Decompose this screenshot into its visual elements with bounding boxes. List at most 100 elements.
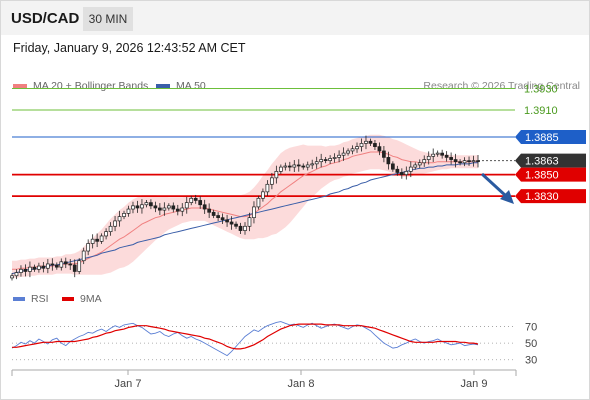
- candle: [95, 233, 99, 248]
- candle: [404, 166, 409, 180]
- candle: [45, 259, 50, 274]
- candle: [135, 200, 140, 213]
- timeframe-badge[interactable]: 30 MIN: [83, 7, 133, 31]
- candle: [166, 203, 171, 211]
- candles: [10, 135, 480, 281]
- ma50-swatch: [156, 84, 170, 88]
- candle: [449, 152, 453, 165]
- candle: [68, 259, 73, 270]
- rsi-series-9ma: [12, 323, 479, 350]
- level-label-0: 1.3930: [524, 84, 558, 96]
- candle: [247, 212, 252, 232]
- candle: [23, 264, 28, 277]
- candle: [238, 222, 243, 234]
- bollinger-band-area: [12, 134, 478, 278]
- time-tick-label: Jan 7: [115, 378, 142, 390]
- candle: [144, 200, 149, 208]
- candle: [10, 273, 14, 281]
- candle: [14, 269, 19, 280]
- symbol-title: USD/CAD: [11, 10, 80, 27]
- rsi-tick-30: 30: [525, 355, 537, 367]
- candle: [341, 147, 346, 161]
- candle: [131, 201, 135, 214]
- candle: [431, 148, 436, 163]
- candle: [207, 203, 212, 218]
- legend-rsi: RSI: [13, 293, 49, 305]
- candle: [453, 153, 458, 168]
- candle: [140, 199, 144, 214]
- candle: [229, 216, 234, 230]
- bollinger-band: [12, 134, 478, 278]
- level-label-3: 1.3863: [525, 156, 559, 168]
- candle: [287, 161, 292, 172]
- candle: [50, 258, 55, 271]
- level-tag-5: [515, 189, 586, 204]
- rsi-tick-50: 50: [525, 338, 537, 350]
- candle: [234, 221, 238, 229]
- candle: [202, 199, 207, 214]
- candle: [158, 203, 162, 216]
- candle: [117, 210, 122, 227]
- rsi-tick-70: 70: [525, 322, 537, 334]
- candle: [171, 202, 176, 213]
- candle: [368, 138, 373, 146]
- candle: [54, 262, 59, 270]
- candle: [413, 162, 418, 170]
- time-tick-label: Jan 9: [461, 378, 488, 390]
- candle: [59, 258, 64, 271]
- candle: [435, 150, 440, 157]
- time-tick-label: Jan 8: [288, 378, 315, 390]
- level-label-4: 1.3850: [525, 170, 559, 182]
- candle: [467, 156, 471, 166]
- candle: [462, 157, 467, 167]
- candle: [122, 210, 126, 220]
- candle: [305, 161, 310, 171]
- candle: [350, 145, 355, 155]
- candle: [417, 159, 422, 169]
- candle: [193, 194, 198, 204]
- candle: [386, 151, 391, 170]
- candle: [153, 201, 158, 213]
- candle: [243, 222, 247, 235]
- candle: [162, 202, 167, 216]
- candle: [328, 155, 332, 164]
- candle: [359, 138, 364, 152]
- candle: [471, 155, 476, 167]
- candle: [408, 161, 413, 178]
- candle: [458, 159, 462, 166]
- candle: [476, 154, 480, 168]
- candle: [301, 163, 306, 170]
- rsi-swatch: [13, 297, 25, 301]
- forecast-arrow-head: [500, 190, 514, 204]
- candle: [126, 205, 131, 217]
- rsi-panel: 70 50 30: [11, 321, 537, 367]
- candle: [189, 195, 194, 206]
- ma9-label: 9MA: [80, 293, 102, 305]
- ma20-line: [12, 151, 478, 270]
- candle: [314, 156, 319, 169]
- candle: [296, 159, 301, 172]
- candle: [220, 213, 225, 224]
- candle: [113, 215, 117, 232]
- level-tag-2: [515, 129, 586, 144]
- candle: [283, 162, 288, 171]
- rsi-series-rsi: [11, 321, 479, 357]
- legend-9ma: 9MA: [62, 293, 102, 305]
- ma9-swatch: [62, 297, 74, 301]
- candle: [265, 180, 270, 196]
- candle: [104, 228, 108, 240]
- candle: [395, 165, 400, 176]
- candle: [310, 159, 315, 170]
- price-level-labels: 1.3930 1.3910 1.3885 1.3863 1.3850 1.3830: [515, 84, 586, 204]
- candle: [149, 199, 153, 210]
- candle: [19, 265, 23, 277]
- level-tag-4: [515, 167, 586, 182]
- candle: [86, 239, 91, 256]
- candle: [292, 160, 297, 172]
- level-label-5: 1.3830: [525, 191, 559, 203]
- candle: [261, 188, 265, 202]
- candle: [422, 155, 427, 167]
- candle: [108, 222, 113, 236]
- candle: [444, 151, 449, 162]
